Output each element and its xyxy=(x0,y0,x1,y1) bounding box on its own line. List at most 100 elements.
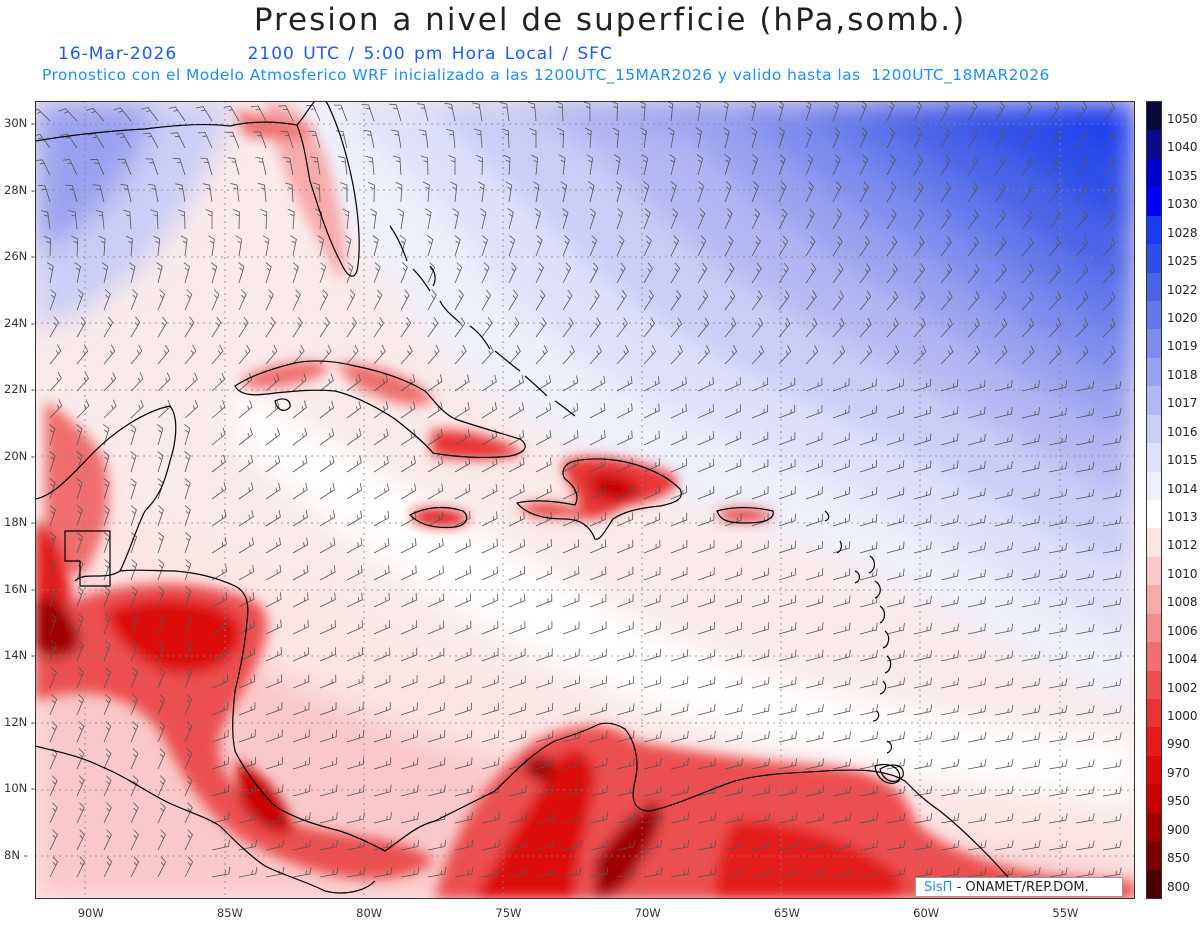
wind-barb xyxy=(697,867,717,878)
forecast-datetime: 16-Mar-2026 2100 UTC / 5:00 pm Hora Loca… xyxy=(58,44,613,64)
lon-label: 55W xyxy=(1052,906,1079,920)
wind-barb xyxy=(994,596,1014,608)
wind-barb xyxy=(508,867,528,878)
wind-barb xyxy=(535,402,552,419)
wind-barb xyxy=(103,505,110,527)
wind-barb xyxy=(49,829,58,851)
wind-barb xyxy=(589,812,609,824)
wind-barb xyxy=(832,459,850,473)
wind-barb xyxy=(1102,489,1122,500)
wind-barb xyxy=(130,613,138,635)
wind-barb xyxy=(697,812,717,824)
wind-barb xyxy=(454,289,464,311)
wind-barb xyxy=(778,867,798,878)
wind-barb xyxy=(616,703,635,716)
wind-barb xyxy=(643,676,662,689)
valid-date: 16-Mar-2026 xyxy=(58,44,178,64)
wind-barb xyxy=(344,235,352,257)
wind-barb xyxy=(994,318,1008,338)
pressure-map xyxy=(35,101,1135,899)
wind-barb xyxy=(697,567,715,581)
wind-barb xyxy=(292,647,310,662)
wind-barb xyxy=(319,537,336,554)
wind-barb xyxy=(448,155,456,175)
wind-barb xyxy=(967,623,986,635)
wind-barb xyxy=(400,729,418,743)
wind-barb xyxy=(427,593,445,608)
wind-barb xyxy=(292,592,309,608)
wind-barb xyxy=(670,317,683,338)
wind-barb xyxy=(373,565,390,581)
wind-barb xyxy=(373,729,391,743)
wind-barb xyxy=(184,667,192,689)
wind-barb xyxy=(913,650,932,662)
wind-barb xyxy=(967,101,978,122)
wind-barb xyxy=(724,404,742,419)
wind-barb xyxy=(913,127,923,149)
wind-barb xyxy=(859,405,877,419)
wind-barb xyxy=(994,101,1005,122)
wind-barb xyxy=(832,677,851,689)
wind-barb xyxy=(292,619,309,635)
wind-barb xyxy=(481,593,499,608)
wind-barb xyxy=(562,785,581,797)
wind-barb xyxy=(994,759,1014,770)
wind-barb xyxy=(616,648,634,662)
wind-barb xyxy=(319,316,330,338)
wind-barb xyxy=(153,235,161,257)
wind-barb xyxy=(751,540,769,554)
wind-barb xyxy=(1048,759,1068,770)
wind-barb xyxy=(994,434,1013,446)
wind-barb xyxy=(535,262,544,284)
wind-barb xyxy=(994,236,1007,257)
wind-barb xyxy=(616,235,625,257)
wind-barb xyxy=(886,127,896,149)
wind-barb xyxy=(454,429,470,446)
wind-barb xyxy=(225,131,240,149)
wind-barb xyxy=(211,537,227,554)
wind-barb xyxy=(177,209,186,230)
wind-barb xyxy=(724,513,742,527)
wind-barb xyxy=(940,236,952,257)
wind-barb xyxy=(49,856,59,878)
pressure-band-1013 xyxy=(235,381,1135,801)
wind-barb xyxy=(697,730,716,743)
colorbar-level-label: 1004 xyxy=(1167,652,1198,667)
wind-barb xyxy=(562,648,580,662)
wind-barb xyxy=(913,154,924,176)
wind-barb xyxy=(1102,435,1122,446)
wind-barb xyxy=(1048,705,1068,716)
wind-barb xyxy=(373,647,391,662)
wind-barb xyxy=(562,566,580,581)
low-cuba-east xyxy=(430,430,525,460)
wind-barb xyxy=(697,181,705,203)
wind-barb xyxy=(1048,596,1068,608)
wind-barb xyxy=(319,647,337,662)
wind-barb xyxy=(832,704,851,716)
lat-label: 20N - xyxy=(4,448,36,463)
wind-barb xyxy=(346,537,363,554)
wind-barb xyxy=(805,208,815,230)
wind-barbs xyxy=(35,101,1122,878)
wind-barb xyxy=(1102,516,1122,527)
wind-barb xyxy=(616,345,629,365)
wind-barb xyxy=(508,429,525,446)
wind-barb xyxy=(184,748,193,770)
wind-barb xyxy=(255,157,267,176)
wind-barb xyxy=(208,235,215,257)
wind-barb xyxy=(238,729,256,743)
wind-barb xyxy=(994,515,1013,527)
wind-barb xyxy=(778,235,789,257)
credit-box: SisΠ - ONAMET/REP.DOM. xyxy=(915,877,1123,897)
wind-barb xyxy=(150,209,159,230)
wind-barb xyxy=(211,866,231,878)
wind-barb xyxy=(427,374,443,392)
wind-barb xyxy=(292,867,312,878)
wind-barb xyxy=(319,428,335,446)
wind-barb xyxy=(1021,867,1041,878)
wind-barb xyxy=(695,127,703,149)
wind-barb xyxy=(940,541,959,554)
wind-barb xyxy=(1075,488,1095,500)
wind-barb xyxy=(454,456,471,473)
wind-barb xyxy=(805,704,824,716)
